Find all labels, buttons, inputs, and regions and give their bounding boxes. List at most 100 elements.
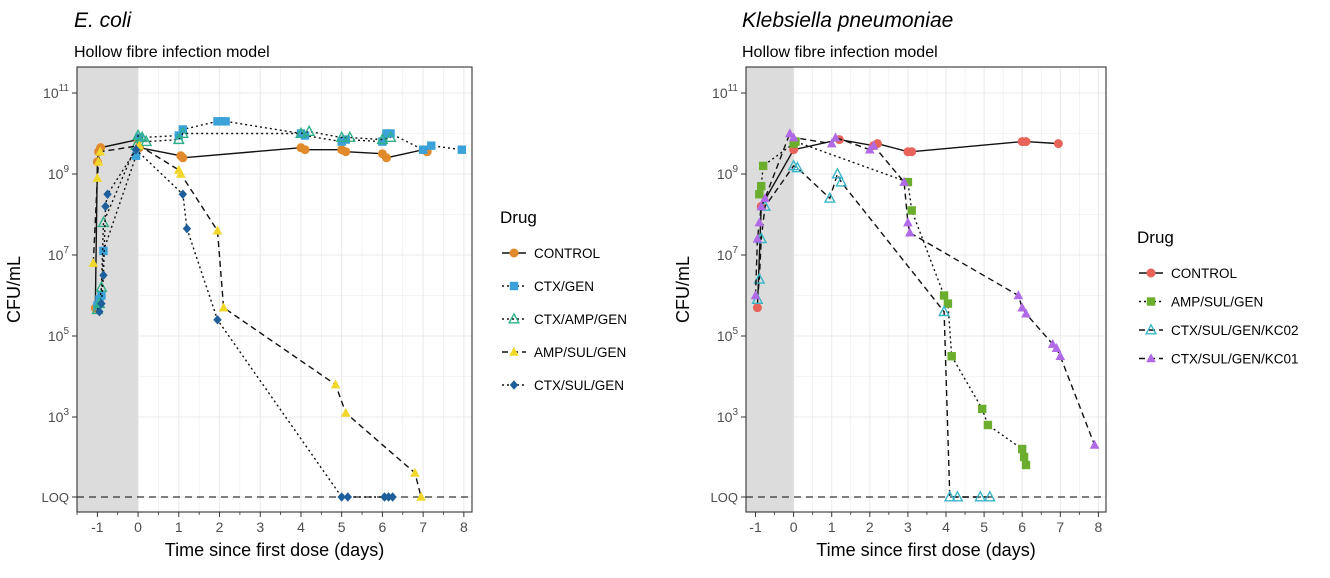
data-point xyxy=(757,181,766,191)
data-point xyxy=(343,492,352,502)
series-amp-sul-gen xyxy=(88,140,426,501)
x-tick-label: 2 xyxy=(866,519,874,535)
x-tick-label: -1 xyxy=(749,519,762,535)
data-point xyxy=(381,153,391,163)
legend-key-marker xyxy=(509,281,519,291)
y-tick-label: LOQ xyxy=(711,490,738,505)
data-point xyxy=(300,145,310,155)
data-point xyxy=(92,172,103,182)
legend-entry: AMP/SUL/GEN xyxy=(1139,295,1263,310)
y-tick-base: 10 xyxy=(48,166,64,182)
data-point xyxy=(95,307,104,317)
data-point xyxy=(340,407,351,417)
y-tick-exponent: 3 xyxy=(732,407,738,418)
data-point xyxy=(1017,444,1027,454)
legend-label: CTX/AMP/GEN xyxy=(534,312,627,327)
legend-key-marker xyxy=(1146,268,1156,278)
data-point xyxy=(754,217,765,227)
data-point xyxy=(831,167,844,179)
data-point xyxy=(384,130,397,143)
data-point xyxy=(791,137,800,146)
data-point xyxy=(1089,439,1100,449)
legend-label: CTX/SUL/GEN/KC01 xyxy=(1171,352,1299,367)
x-axis-label: Time since first dose (days) xyxy=(165,540,384,560)
data-point xyxy=(416,491,426,501)
legend-entry: CTX/SUL/GEN/KC01 xyxy=(1139,352,1299,367)
legend-entry: CTX/GEN xyxy=(502,279,594,294)
data-point xyxy=(212,225,223,235)
data-point xyxy=(341,147,351,157)
data-point xyxy=(755,190,764,199)
y-tick-exponent: 9 xyxy=(732,164,738,175)
x-tick-label: 8 xyxy=(1094,519,1102,535)
legend: Drug CONTROL AMP/SUL/GEN CTX/SUL/GEN/KC02 CT… xyxy=(1137,228,1299,367)
x-tick-label: 0 xyxy=(134,519,142,535)
x-tick-label: 5 xyxy=(980,519,988,535)
data-point xyxy=(907,206,916,215)
legend-entry: CTX/SUL/GEN xyxy=(502,378,624,393)
data-point xyxy=(136,130,149,143)
y-tick-exponent: 7 xyxy=(63,245,69,256)
data-point xyxy=(1019,452,1029,462)
y-tick-label: 107 xyxy=(717,245,739,263)
legend-label: AMP/SUL/GEN xyxy=(534,345,626,360)
y-tick-exponent: 7 xyxy=(732,245,738,256)
y-tick-base: 10 xyxy=(43,85,59,101)
legend-entry: CONTROL xyxy=(1139,266,1237,281)
x-tick-label: 0 xyxy=(790,519,798,535)
y-tick-base: 10 xyxy=(717,328,733,344)
y-tick-exponent: 9 xyxy=(63,164,69,175)
data-point xyxy=(788,132,799,142)
data-point xyxy=(95,146,106,156)
chart-panel-2: Klebsiella pneumoniae Hollow fibre infect… xyxy=(673,9,1299,560)
legend-entry: CTX/AMP/GEN xyxy=(502,312,627,327)
data-point xyxy=(1021,137,1031,147)
data-point xyxy=(221,117,230,126)
data-point xyxy=(88,257,99,267)
legend-label: AMP/SUL/GEN xyxy=(1171,295,1263,310)
y-tick-label: 109 xyxy=(717,164,739,182)
data-point xyxy=(178,189,188,199)
x-tick-label: 6 xyxy=(379,519,387,535)
data-point xyxy=(791,161,804,173)
data-point xyxy=(1017,302,1027,312)
y-tick-base: 10 xyxy=(48,328,64,344)
data-point xyxy=(756,201,767,211)
data-point xyxy=(977,404,987,414)
y-tick-label: 105 xyxy=(717,326,739,344)
y-tick-label: 107 xyxy=(48,245,70,263)
data-point xyxy=(330,379,341,389)
data-point xyxy=(176,168,186,178)
data-point xyxy=(947,352,956,361)
chart-title: Klebsiella pneumoniae xyxy=(742,9,953,32)
x-tick-label: 3 xyxy=(904,519,912,535)
data-point xyxy=(97,298,106,309)
x-tick-label: 2 xyxy=(216,519,224,535)
plot-border xyxy=(745,66,1107,513)
data-point xyxy=(101,201,110,212)
y-tick-exponent: 11 xyxy=(59,83,70,94)
data-point xyxy=(410,467,420,477)
legend-key-marker xyxy=(509,346,519,356)
x-tick-label: 1 xyxy=(828,519,836,535)
data-point xyxy=(457,145,467,154)
x-tick-label: 8 xyxy=(460,519,468,535)
plot-border xyxy=(76,66,473,513)
data-point xyxy=(939,291,949,300)
legend-key-marker xyxy=(1145,323,1157,335)
shaded-region xyxy=(746,67,794,512)
data-point xyxy=(335,130,348,143)
data-point xyxy=(1055,351,1066,361)
data-point xyxy=(1013,290,1024,300)
data-point xyxy=(99,246,108,256)
y-tick-label: 105 xyxy=(48,326,70,344)
x-tick-label: 7 xyxy=(1056,519,1064,535)
data-point xyxy=(1021,308,1031,318)
data-point xyxy=(140,134,153,147)
legend-label: CTX/SUL/GEN/KC02 xyxy=(1171,323,1299,338)
data-point xyxy=(1021,460,1031,470)
legend-entry: CTX/SUL/GEN/KC02 xyxy=(1139,323,1299,338)
data-point xyxy=(103,189,112,199)
x-tick-label: 4 xyxy=(297,519,305,535)
